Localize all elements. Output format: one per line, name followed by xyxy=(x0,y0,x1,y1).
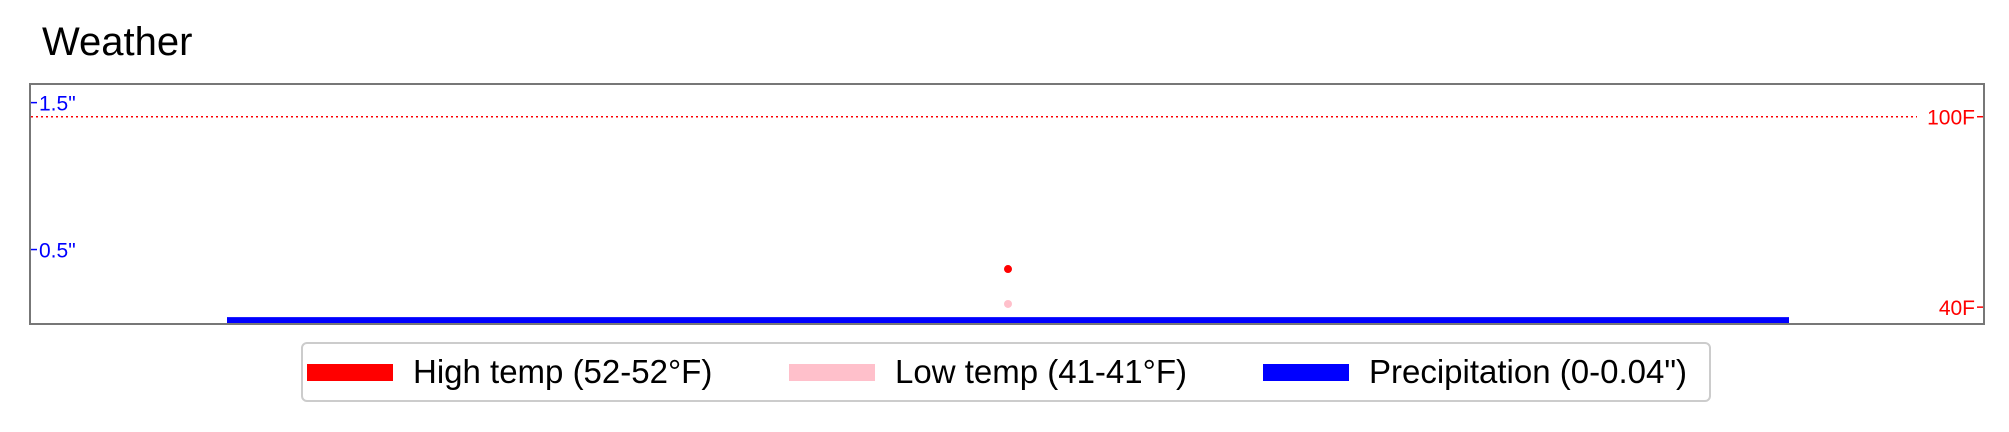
left-tick-label-1-5: 1.5" xyxy=(39,93,76,116)
high-temp-point xyxy=(1004,265,1012,274)
data-marks xyxy=(227,265,1789,323)
legend-swatch-high-temp xyxy=(307,363,393,381)
precipitation-bar xyxy=(227,317,1789,323)
legend-swatch-precipitation xyxy=(1263,363,1349,381)
left-axis: 1.5" 0.5" xyxy=(31,93,76,263)
legend: High temp (52-52°F) Low temp (41-41°F) P… xyxy=(301,342,1711,402)
right-tick-label-100f: 100F xyxy=(1927,107,1975,130)
right-axis: 100F 40F xyxy=(1927,107,1983,320)
right-tick-label-40f: 40F xyxy=(1939,297,1975,320)
legend-item-low-temp: Low temp (41-41°F) xyxy=(789,344,1187,400)
legend-swatch-low-temp xyxy=(789,363,875,381)
plot-frame xyxy=(29,83,1985,325)
legend-item-high-temp: High temp (52-52°F) xyxy=(307,344,712,400)
legend-label-high-temp: High temp (52-52°F) xyxy=(413,353,713,390)
low-temp-point xyxy=(1004,299,1012,308)
chart-title: Weather xyxy=(42,20,193,64)
legend-label-precipitation: Precipitation (0-0.04") xyxy=(1369,353,1688,390)
legend-label-low-temp: Low temp (41-41°F) xyxy=(895,353,1187,390)
left-tick-label-0-5: 0.5" xyxy=(39,240,76,263)
legend-item-precipitation: Precipitation (0-0.04") xyxy=(1263,344,1687,400)
